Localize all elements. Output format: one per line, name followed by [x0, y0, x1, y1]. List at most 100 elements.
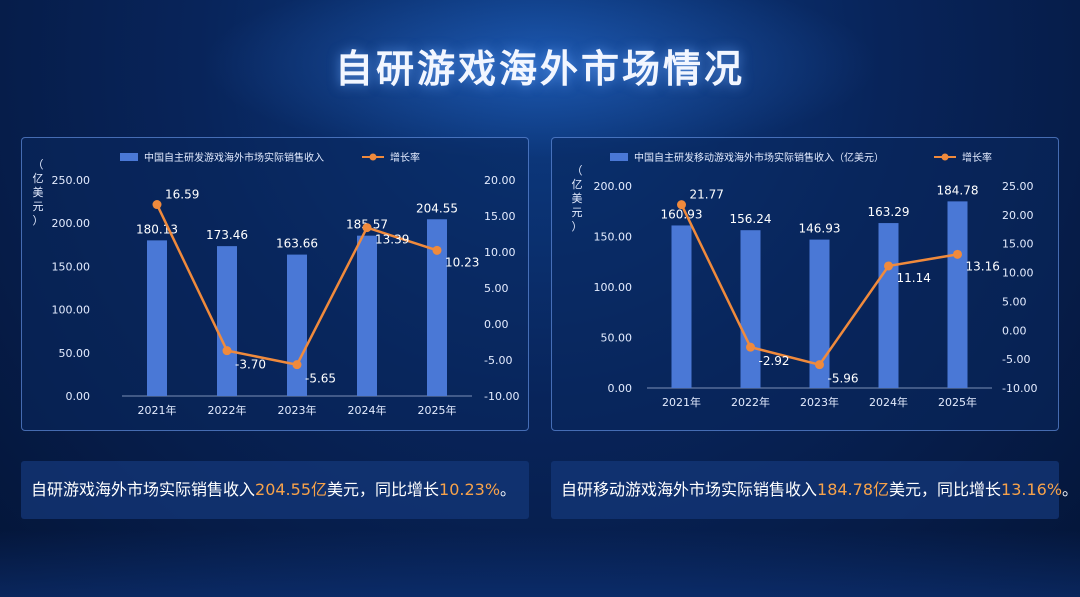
bar: [671, 225, 692, 388]
y2-tick-label: 5.00: [484, 282, 509, 295]
growth-rate-label: -2.92: [759, 354, 790, 368]
growth-rate-label: -3.70: [235, 358, 266, 372]
y2-tick-label: 10.00: [484, 246, 516, 259]
y-axis-label: （亿美元）: [572, 164, 583, 233]
summary-text: 自研移动游戏海外市场实际销售收入: [561, 480, 818, 499]
y-tick-label: 250.00: [52, 174, 91, 187]
y-tick-label: 0.00: [608, 382, 633, 395]
y-tick-label: 200.00: [52, 217, 91, 230]
y-tick-label: 0.00: [66, 390, 91, 403]
bar: [878, 223, 899, 388]
legend-bar-swatch: [120, 153, 138, 161]
summary-text: 。: [1062, 480, 1079, 499]
growth-rate-point: [222, 346, 232, 356]
y2-tick-label: -5.00: [484, 354, 512, 367]
y-tick-label: 100.00: [594, 281, 633, 294]
bar: [217, 246, 237, 396]
growth-rate-point: [152, 200, 162, 210]
growth-rate-label: 21.77: [690, 188, 724, 202]
y-axis-label-char: 亿: [572, 178, 583, 191]
bar-value-label: 163.66: [276, 237, 318, 251]
chart-mobile-overseas-revenue: 中国自主研发移动游戏海外市场实际销售收入（亿美元） 增长率 （亿美元） 200.00 1…: [572, 151, 1038, 409]
bottom-glow: [0, 530, 1080, 597]
y-tick-label: 150.00: [52, 260, 91, 273]
legend-line-label: 增长率: [962, 151, 992, 164]
growth-rate-point: [884, 261, 893, 271]
growth-rate-point: [432, 245, 442, 255]
y2-tick-label: 5.00: [1002, 295, 1027, 308]
legend-bar-label: 中国自主研发游戏海外市场实际销售收入: [144, 151, 324, 164]
legend-line-label: 增长率: [390, 151, 420, 164]
y2-tick-label: -10.00: [484, 390, 519, 403]
x-tick-label: 2021年: [138, 403, 177, 417]
x-tick-label: 2023年: [278, 403, 317, 417]
x-tick-label: 2025年: [418, 403, 457, 417]
summary-mobile-overseas-revenue: 自研移动游戏海外市场实际销售收入184.78亿美元，同比增长13.16%。: [551, 461, 1078, 519]
x-tick-label: 2024年: [348, 403, 387, 417]
x-tick-label: 2025年: [938, 395, 977, 409]
bar: [287, 254, 307, 396]
bar-value-label: 184.78: [937, 183, 979, 197]
summary-amount: 184.78亿: [817, 480, 890, 499]
summary-rate: 13.16%: [1001, 480, 1063, 499]
y2-tick-label: 0.00: [484, 318, 509, 331]
y-axis-label-char: 美: [572, 192, 583, 205]
y-tick-label: 50.00: [601, 332, 633, 345]
y-tick-label: 200.00: [594, 180, 633, 193]
y-tick-label: 150.00: [594, 231, 633, 244]
y-axis-label: （亿美元）: [33, 158, 44, 227]
y-axis-label-char: ）: [572, 220, 583, 233]
bar-value-label: 160.93: [661, 207, 703, 221]
y-axis-label-char: （: [572, 164, 583, 177]
growth-rate-point: [677, 200, 686, 210]
legend-line-marker: [369, 153, 377, 161]
y-axis-label-char: 美: [33, 186, 44, 199]
growth-rate-label: 13.39: [375, 233, 409, 247]
y-axis-label-char: 元: [572, 206, 583, 219]
legend-bar-label: 中国自主研发移动游戏海外市场实际销售收入（亿美元）: [634, 151, 884, 164]
bar: [357, 235, 377, 396]
y2-tick-label: 20.00: [484, 174, 516, 187]
summary-amount: 204.55亿: [255, 480, 328, 499]
y-axis-label-char: 元: [33, 200, 44, 213]
y-axis-label-char: 亿: [33, 172, 44, 185]
bar-value-label: 146.93: [799, 222, 841, 236]
bar: [147, 240, 167, 396]
y-tick-label: 50.00: [59, 347, 91, 360]
growth-rate-point: [292, 360, 302, 370]
x-tick-label: 2021年: [662, 395, 701, 409]
growth-rate-point: [815, 360, 824, 370]
growth-rate-point: [953, 249, 962, 259]
chart-panel-overseas-revenue: 中国自主研发游戏海外市场实际销售收入 增长率 （亿美元） 250.00 200.00 15…: [21, 137, 529, 431]
y2-tick-label: 0.00: [1002, 324, 1027, 337]
y-tick-label: 100.00: [52, 304, 91, 317]
bar-value-label: 173.46: [206, 228, 248, 242]
y-axis-label-char: （: [33, 158, 44, 171]
y-axis-label-char: ）: [33, 214, 44, 227]
summary-text: 。: [500, 480, 517, 499]
x-tick-label: 2024年: [869, 395, 908, 409]
bar-value-label: 163.29: [868, 205, 910, 219]
y2-tick-label: 15.00: [484, 210, 516, 223]
chart-panel-mobile-overseas-revenue: 中国自主研发移动游戏海外市场实际销售收入（亿美元） 增长率 （亿美元） 200.00 1…: [551, 137, 1059, 431]
bar: [740, 230, 761, 388]
chart-overseas-revenue: 中国自主研发游戏海外市场实际销售收入 增长率 （亿美元） 250.00 200.00 15…: [33, 151, 520, 417]
legend-bar-swatch: [610, 153, 628, 161]
bar-value-label: 156.24: [730, 212, 772, 226]
growth-rate-label: 10.23: [445, 255, 479, 269]
summary-text: 美元，同比增长: [327, 480, 440, 499]
growth-rate-point: [746, 342, 755, 352]
growth-rate-label: -5.96: [828, 372, 859, 386]
x-tick-label: 2022年: [731, 395, 770, 409]
growth-rate-label: 11.14: [897, 271, 931, 285]
growth-rate-label: 16.59: [165, 188, 199, 202]
legend-line-marker: [941, 153, 949, 161]
bar: [427, 219, 447, 396]
summary-rate: 10.23%: [439, 480, 501, 499]
bar-value-label: 204.55: [416, 201, 458, 215]
y2-tick-label: 10.00: [1002, 267, 1034, 280]
page-title: 自研游戏海外市场情况: [334, 47, 745, 91]
y2-tick-label: -5.00: [1002, 353, 1030, 366]
growth-rate-label: 13.16: [966, 259, 1000, 273]
growth-rate-point: [362, 223, 372, 233]
